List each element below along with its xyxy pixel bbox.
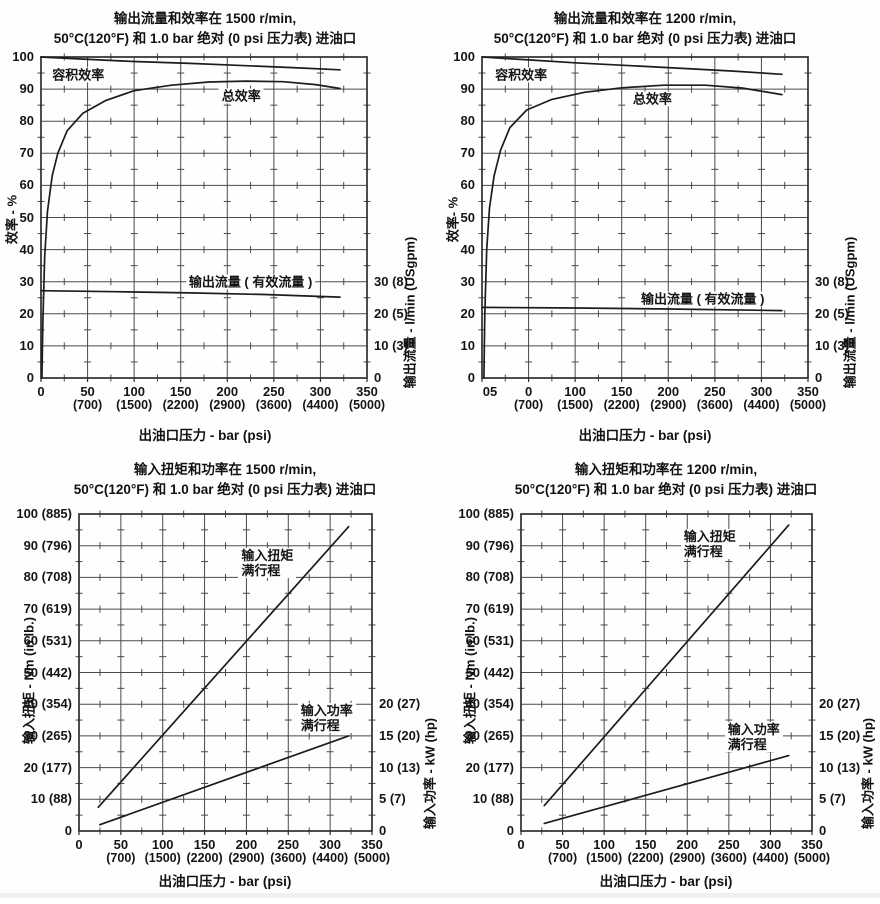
series-curve — [41, 80, 341, 379]
series-curve — [543, 524, 790, 807]
series-curve — [40, 289, 341, 298]
series-curve — [483, 84, 783, 379]
plot-border — [481, 56, 809, 379]
plot-border — [520, 513, 813, 832]
series-curve — [481, 306, 783, 312]
page-bottom-divider — [0, 893, 880, 898]
series-curve — [543, 754, 790, 825]
series-curve — [97, 525, 350, 809]
series-curve — [481, 56, 783, 76]
series-curve — [99, 735, 350, 826]
plot-border — [78, 513, 373, 832]
series-curve — [40, 56, 341, 71]
plot-border — [40, 56, 368, 379]
